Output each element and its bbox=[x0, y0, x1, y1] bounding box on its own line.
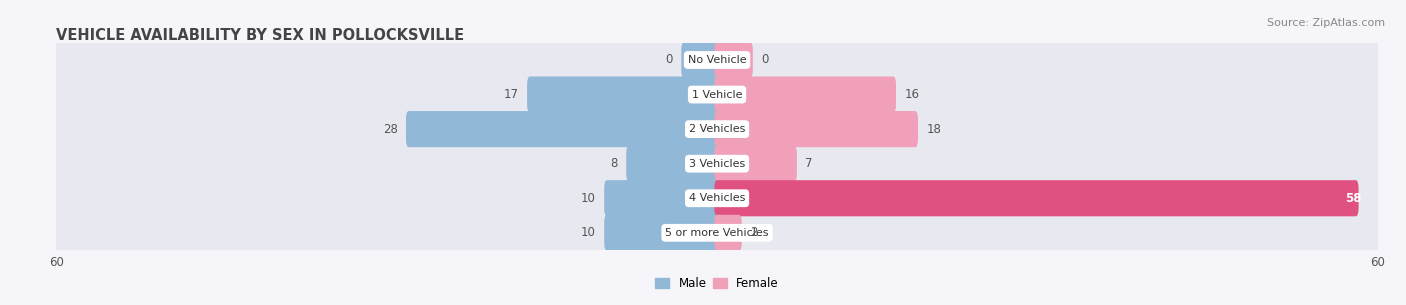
Text: 10: 10 bbox=[581, 192, 596, 205]
FancyBboxPatch shape bbox=[714, 111, 918, 147]
Text: 8: 8 bbox=[610, 157, 617, 170]
FancyBboxPatch shape bbox=[406, 111, 720, 147]
Text: 17: 17 bbox=[503, 88, 519, 101]
Text: 10: 10 bbox=[581, 226, 596, 239]
FancyBboxPatch shape bbox=[714, 77, 896, 113]
FancyBboxPatch shape bbox=[527, 77, 720, 113]
Text: VEHICLE AVAILABILITY BY SEX IN POLLOCKSVILLE: VEHICLE AVAILABILITY BY SEX IN POLLOCKSV… bbox=[56, 28, 464, 43]
FancyBboxPatch shape bbox=[714, 42, 752, 78]
Text: 58: 58 bbox=[1346, 192, 1361, 205]
Text: 5 or more Vehicles: 5 or more Vehicles bbox=[665, 228, 769, 238]
FancyBboxPatch shape bbox=[55, 143, 1379, 185]
FancyBboxPatch shape bbox=[714, 180, 1358, 216]
FancyBboxPatch shape bbox=[714, 145, 797, 182]
Text: 28: 28 bbox=[382, 123, 398, 136]
Text: 0: 0 bbox=[761, 53, 769, 66]
FancyBboxPatch shape bbox=[55, 74, 1379, 115]
FancyBboxPatch shape bbox=[55, 178, 1379, 219]
Text: 18: 18 bbox=[927, 123, 941, 136]
Text: No Vehicle: No Vehicle bbox=[688, 55, 747, 65]
Text: 16: 16 bbox=[904, 88, 920, 101]
Text: 4 Vehicles: 4 Vehicles bbox=[689, 193, 745, 203]
Text: Source: ZipAtlas.com: Source: ZipAtlas.com bbox=[1267, 18, 1385, 28]
Text: 2: 2 bbox=[751, 226, 758, 239]
FancyBboxPatch shape bbox=[55, 212, 1379, 253]
Text: 0: 0 bbox=[665, 53, 673, 66]
Text: 3 Vehicles: 3 Vehicles bbox=[689, 159, 745, 169]
Text: 7: 7 bbox=[806, 157, 813, 170]
Text: 1 Vehicle: 1 Vehicle bbox=[692, 90, 742, 99]
FancyBboxPatch shape bbox=[55, 108, 1379, 150]
Text: 2 Vehicles: 2 Vehicles bbox=[689, 124, 745, 134]
FancyBboxPatch shape bbox=[682, 42, 720, 78]
FancyBboxPatch shape bbox=[55, 39, 1379, 81]
FancyBboxPatch shape bbox=[714, 215, 742, 251]
FancyBboxPatch shape bbox=[605, 180, 720, 216]
FancyBboxPatch shape bbox=[605, 215, 720, 251]
FancyBboxPatch shape bbox=[626, 145, 720, 182]
Legend: Male, Female: Male, Female bbox=[655, 277, 779, 290]
